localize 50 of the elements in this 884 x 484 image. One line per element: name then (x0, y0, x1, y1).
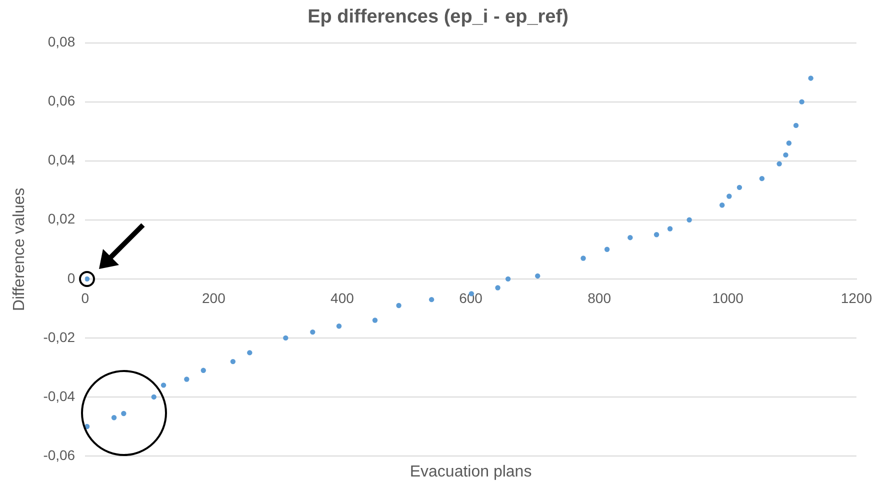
point (535, 273, 540, 279)
y-tick-label: 0 (67, 270, 76, 286)
x-tick-label: 400 (330, 290, 354, 306)
point (310, 329, 316, 335)
point (654, 232, 660, 238)
y-tick-label: -0,02 (43, 328, 76, 345)
point (786, 140, 792, 146)
point (736, 184, 742, 190)
y-tick-label: -0,04 (43, 388, 76, 404)
y-tick-label: 0,08 (48, 34, 76, 50)
x-tick-label: 1000 (712, 290, 744, 306)
point (230, 358, 236, 364)
point (247, 350, 252, 356)
point (628, 234, 633, 240)
point (580, 256, 586, 261)
point (783, 152, 788, 158)
point (808, 76, 814, 81)
point (495, 285, 500, 290)
point (667, 226, 673, 232)
point (336, 324, 342, 329)
point (396, 302, 402, 308)
point (776, 161, 782, 166)
x-tick-label: 0 (81, 290, 90, 306)
y-tick-label: 0,06 (48, 92, 76, 109)
point (372, 318, 378, 323)
point (200, 368, 206, 374)
point (428, 296, 434, 302)
point (686, 217, 692, 222)
point (719, 202, 725, 208)
y-axis-title: Difference values (11, 188, 28, 312)
point (283, 335, 288, 341)
point (759, 176, 765, 182)
point (85, 424, 90, 430)
x-tick-label: 200 (202, 290, 226, 306)
y-tick-label: -0,06 (43, 446, 76, 463)
point (793, 122, 799, 128)
y-tick-label: 0,02 (48, 210, 76, 227)
point (151, 394, 156, 400)
x-tick-label: 1200 (840, 290, 872, 306)
point (799, 99, 804, 104)
chart-title: Ep differences (ep_i - ep_ref) (308, 6, 568, 28)
y-tick-label: 0,04 (48, 152, 76, 168)
point (505, 276, 511, 282)
point (111, 415, 117, 420)
x-tick-label: 800 (588, 290, 612, 306)
x-axis-title: Evacuation plans (410, 463, 532, 480)
point (184, 376, 190, 382)
point (726, 194, 732, 199)
point (604, 246, 610, 252)
point (160, 382, 166, 388)
